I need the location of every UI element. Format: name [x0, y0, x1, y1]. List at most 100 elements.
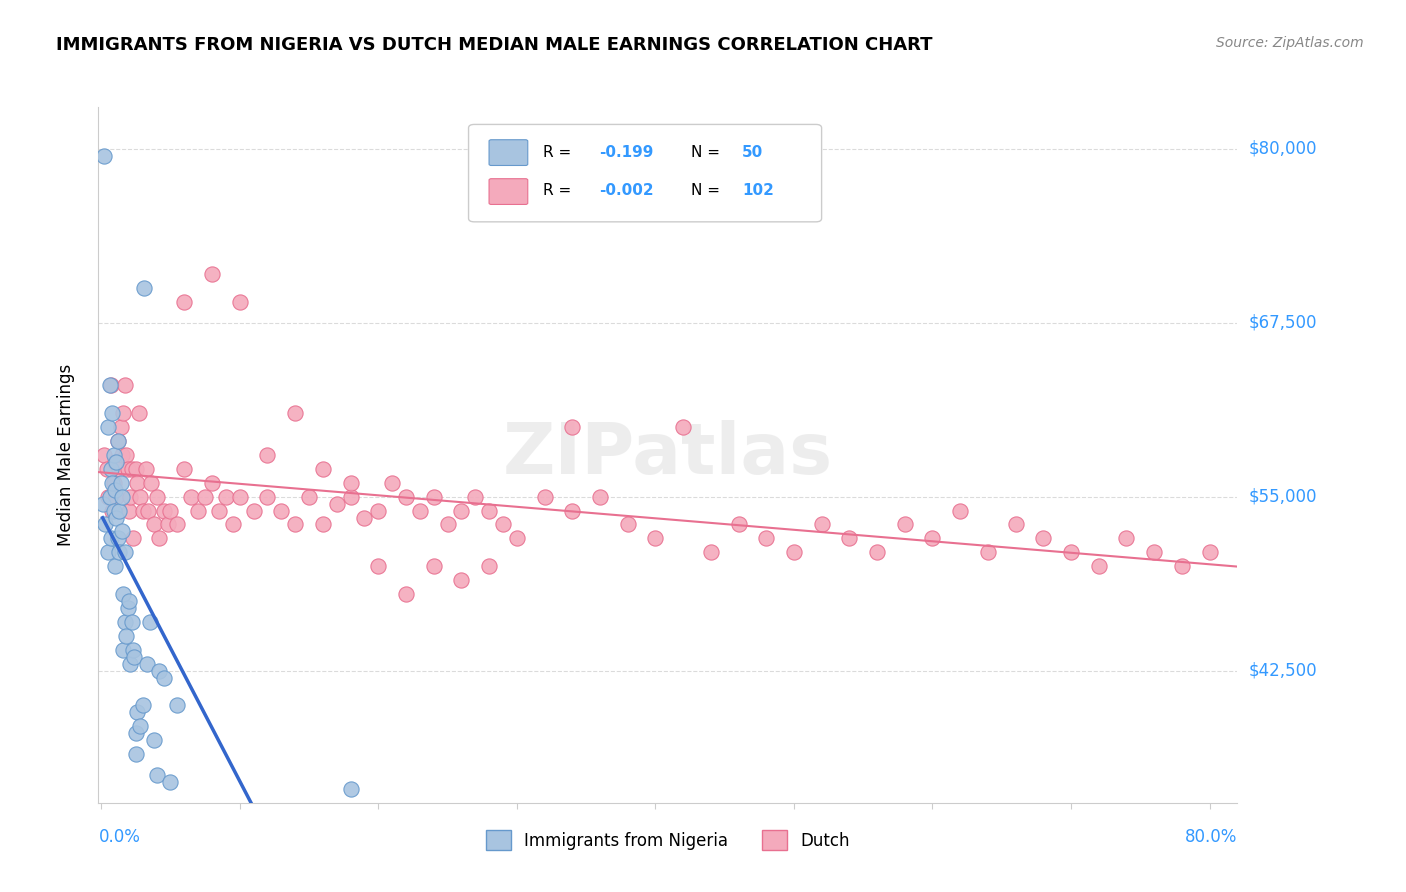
Point — [672, 420, 695, 434]
Point — [101, 503, 124, 517]
Point — [148, 532, 170, 546]
FancyBboxPatch shape — [468, 124, 821, 222]
Point — [173, 462, 195, 476]
Point — [114, 545, 136, 559]
Point — [122, 642, 145, 657]
Point — [145, 768, 167, 782]
Point — [222, 517, 245, 532]
Point — [436, 517, 458, 532]
Point — [93, 448, 115, 462]
Point — [339, 490, 361, 504]
Point — [129, 719, 152, 733]
Point — [325, 497, 347, 511]
Point — [118, 503, 141, 517]
Point — [111, 448, 134, 462]
Text: Source: ZipAtlas.com: Source: ZipAtlas.com — [1216, 36, 1364, 50]
Point — [112, 406, 135, 420]
Point — [1087, 559, 1109, 574]
FancyBboxPatch shape — [489, 140, 527, 166]
Point — [108, 545, 131, 559]
Point — [166, 517, 188, 532]
Point — [284, 406, 307, 420]
Point — [132, 698, 155, 713]
Point — [114, 378, 136, 392]
Point — [838, 532, 860, 546]
Point — [700, 545, 723, 559]
Point — [561, 503, 583, 517]
Text: 80.0%: 80.0% — [1185, 828, 1237, 846]
Text: $55,000: $55,000 — [1249, 488, 1317, 506]
Point — [215, 490, 238, 504]
Point — [506, 532, 529, 546]
Point — [114, 615, 136, 629]
Point — [103, 503, 125, 517]
Y-axis label: Median Male Earnings: Median Male Earnings — [56, 364, 75, 546]
Point — [96, 462, 118, 476]
Point — [103, 475, 125, 490]
Point — [977, 545, 1000, 559]
Point — [91, 497, 114, 511]
Point — [561, 420, 583, 434]
Point — [1171, 559, 1194, 574]
Point — [120, 490, 142, 504]
Text: $67,500: $67,500 — [1249, 314, 1317, 332]
Text: -0.199: -0.199 — [599, 145, 654, 160]
Point — [124, 649, 146, 664]
Point — [111, 490, 134, 504]
Point — [111, 524, 134, 539]
Point — [105, 510, 128, 524]
Point — [110, 475, 132, 490]
Point — [100, 378, 122, 392]
Point — [1198, 545, 1220, 559]
Point — [1060, 545, 1083, 559]
Point — [783, 545, 806, 559]
Point — [866, 545, 889, 559]
Point — [100, 462, 122, 476]
Point — [464, 490, 486, 504]
Point — [339, 475, 361, 490]
Point — [1143, 545, 1166, 559]
Point — [422, 490, 444, 504]
Point — [810, 517, 832, 532]
Point — [644, 532, 666, 546]
Point — [132, 503, 155, 517]
Point — [93, 149, 115, 163]
Point — [128, 406, 150, 420]
Point — [367, 503, 389, 517]
Point — [101, 475, 124, 490]
Point — [118, 594, 141, 608]
FancyBboxPatch shape — [489, 178, 527, 204]
Text: $42,500: $42,500 — [1249, 662, 1317, 680]
Point — [921, 532, 943, 546]
Point — [201, 267, 224, 281]
Point — [125, 462, 148, 476]
Point — [450, 573, 472, 587]
Point — [229, 294, 252, 309]
Point — [312, 517, 335, 532]
Point — [127, 706, 149, 720]
Point — [101, 406, 124, 420]
Point — [1032, 532, 1054, 546]
Point — [136, 503, 159, 517]
Point — [201, 475, 224, 490]
Point — [104, 483, 127, 497]
Point — [125, 726, 148, 740]
Point — [148, 664, 170, 678]
Point — [100, 532, 122, 546]
Point — [103, 448, 125, 462]
Point — [104, 559, 127, 574]
Text: 50: 50 — [742, 145, 763, 160]
Point — [367, 559, 389, 574]
Point — [115, 448, 138, 462]
Point — [115, 629, 138, 643]
Point — [755, 532, 778, 546]
Point — [616, 517, 638, 532]
Legend: Immigrants from Nigeria, Dutch: Immigrants from Nigeria, Dutch — [479, 823, 856, 857]
Point — [120, 657, 142, 671]
Point — [478, 559, 501, 574]
Point — [98, 490, 121, 504]
Text: -0.002: -0.002 — [599, 183, 654, 198]
Point — [727, 517, 749, 532]
Text: R =: R = — [543, 145, 571, 160]
Point — [108, 462, 131, 476]
